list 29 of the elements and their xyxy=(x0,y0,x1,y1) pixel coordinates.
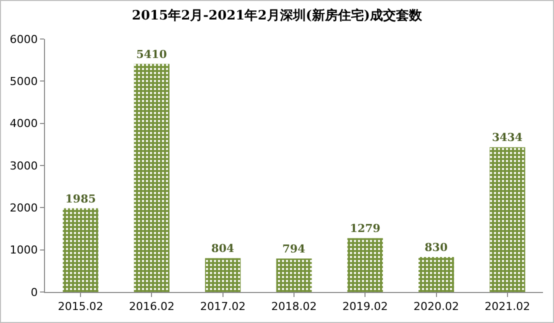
data-label: 804 xyxy=(211,242,235,256)
x-tick-label: 2019.02 xyxy=(342,300,388,314)
data-label: 1985 xyxy=(65,192,96,206)
bar xyxy=(134,64,170,292)
bar xyxy=(490,147,526,292)
x-tick-label: 2015.02 xyxy=(58,300,104,314)
y-tick-label: 5000 xyxy=(10,75,38,88)
y-tick-label: 2000 xyxy=(10,202,38,215)
x-tick-label: 2020.02 xyxy=(414,300,460,314)
data-label: 794 xyxy=(282,242,306,256)
x-tick-label: 2021.02 xyxy=(484,300,530,314)
bar xyxy=(347,238,383,292)
y-tick-label: 4000 xyxy=(10,117,38,130)
x-tick-label: 2018.02 xyxy=(271,300,317,314)
bar xyxy=(205,258,241,292)
data-label: 1279 xyxy=(350,222,380,236)
bar xyxy=(62,208,98,292)
y-tick-label: 6000 xyxy=(10,32,38,46)
data-label: 5410 xyxy=(136,48,168,61)
y-tick-label: 3000 xyxy=(10,159,38,172)
data-label: 3434 xyxy=(492,131,523,144)
bar xyxy=(418,257,454,292)
x-tick-label: 2016.02 xyxy=(128,300,174,314)
y-tick-label: 0 xyxy=(30,286,38,299)
y-tick-label: 1000 xyxy=(10,244,38,257)
chart-title: 2015年2月-2021年2月深圳(新房住宅)成交套数 xyxy=(132,8,424,24)
data-label: 830 xyxy=(424,241,448,254)
x-tick-label: 2017.02 xyxy=(200,300,246,314)
bar xyxy=(276,258,312,292)
